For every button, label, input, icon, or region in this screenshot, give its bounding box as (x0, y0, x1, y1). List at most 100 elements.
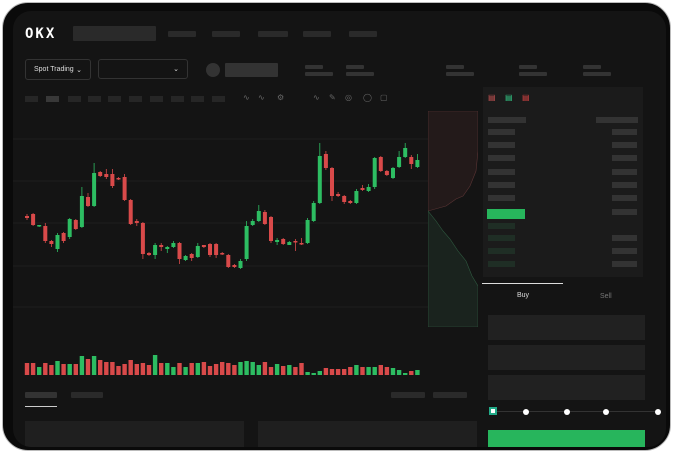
candle (391, 168, 395, 178)
volume-bar (311, 373, 316, 375)
nav-item[interactable] (303, 31, 331, 37)
orderbook-both-icon[interactable]: ▤ (488, 93, 496, 102)
candle (372, 158, 377, 187)
volume-bar (37, 367, 42, 375)
candle (305, 220, 310, 243)
candle (37, 225, 42, 227)
timeframe-button[interactable] (68, 96, 81, 102)
candle (171, 243, 176, 247)
volume-bar (250, 362, 255, 375)
ask-row (488, 142, 515, 148)
volume-bar (159, 363, 164, 375)
candle (299, 243, 304, 245)
candle (317, 156, 322, 203)
buy-button[interactable] (488, 430, 645, 447)
pair-dropdown[interactable]: ⌄ (98, 59, 188, 79)
timeframe-button[interactable] (88, 96, 101, 102)
candle (293, 241, 298, 243)
volume-bar (354, 365, 359, 375)
spot-trading-dropdown[interactable]: Spot Trading ⌄ (25, 59, 91, 80)
candle (360, 188, 365, 190)
nav-item[interactable] (258, 31, 288, 37)
settings-icon[interactable]: ⚙ (277, 93, 285, 102)
timeframe-button[interactable] (171, 96, 184, 102)
volume-bar (73, 364, 78, 375)
candle (232, 265, 237, 267)
candle (378, 157, 383, 171)
volume-bar (207, 366, 213, 375)
candle (92, 173, 97, 206)
nav-item[interactable] (212, 31, 240, 37)
candle (147, 253, 151, 255)
fullscreen-icon[interactable]: ▢ (380, 93, 388, 102)
orderbook-asks-icon[interactable]: ▤ (522, 93, 530, 102)
tab-order-history[interactable] (71, 392, 103, 398)
total-input[interactable] (488, 375, 645, 400)
volume-bar (256, 365, 261, 375)
timeframe-button[interactable] (46, 96, 59, 102)
volume-bar (323, 368, 329, 375)
candle (153, 245, 158, 255)
candle (165, 247, 170, 249)
timeframe-button[interactable] (129, 96, 142, 102)
tab-buy[interactable]: Buy (517, 292, 530, 299)
ask-row (488, 155, 515, 161)
volume-bar (152, 355, 158, 375)
volume-bar (299, 363, 304, 375)
volume-bar (220, 362, 225, 375)
candle (86, 197, 90, 206)
nav-item[interactable] (168, 31, 196, 37)
coin-icon (206, 63, 220, 77)
timeframe-button[interactable] (191, 96, 204, 102)
indicator-icon[interactable]: ∿ (243, 93, 250, 102)
volume-bar (116, 366, 121, 375)
line-tool-icon[interactable]: ∿ (313, 93, 320, 102)
timeframe-button[interactable] (25, 96, 38, 102)
candle (336, 194, 341, 196)
okx-logo[interactable]: OKX (25, 26, 57, 42)
volume-bar (171, 367, 176, 375)
volume-bar (342, 369, 347, 375)
candle (104, 174, 109, 177)
volume-bar (287, 365, 292, 375)
volume-bar (390, 368, 396, 375)
assets-panel (258, 421, 477, 447)
volume-bar (378, 365, 383, 375)
orderbook-bids-icon[interactable]: ▤ (505, 93, 513, 102)
amount-input[interactable] (488, 345, 645, 370)
tab-open-orders[interactable] (25, 392, 57, 398)
candle (354, 191, 359, 203)
candlestick-chart[interactable] (13, 111, 478, 381)
pencil-icon[interactable]: ✎ (329, 93, 336, 102)
price-input[interactable] (488, 315, 645, 340)
slider-handle[interactable] (489, 407, 497, 415)
nav-item[interactable] (349, 31, 377, 37)
volume-bar (79, 356, 85, 375)
percent-slider[interactable] (491, 411, 659, 412)
volume-bar (98, 360, 103, 375)
volume-bar (85, 359, 91, 375)
indicator-icon[interactable]: ∿ (258, 93, 265, 102)
volume-bar (396, 370, 402, 375)
candle (25, 216, 29, 218)
clock-icon[interactable]: ◯ (363, 93, 372, 102)
timeframe-button[interactable] (212, 96, 225, 102)
volume-bar (372, 367, 377, 375)
volume-bar (140, 363, 146, 375)
chevron-down-icon: ⌄ (173, 66, 179, 73)
volume-bar (134, 364, 139, 375)
tab-sell[interactable]: Sell (600, 293, 612, 300)
candle (208, 244, 212, 255)
search-placeholder[interactable] (73, 26, 156, 41)
volume-bar (293, 367, 298, 375)
candle (189, 254, 194, 258)
timeframe-button[interactable] (108, 96, 121, 102)
candle (275, 240, 280, 242)
volume-bar (348, 367, 353, 375)
candle (98, 172, 103, 176)
timeframe-button[interactable] (150, 96, 163, 102)
candle (311, 203, 316, 221)
target-icon[interactable]: ◎ (345, 93, 352, 102)
volume-bar (403, 373, 408, 375)
